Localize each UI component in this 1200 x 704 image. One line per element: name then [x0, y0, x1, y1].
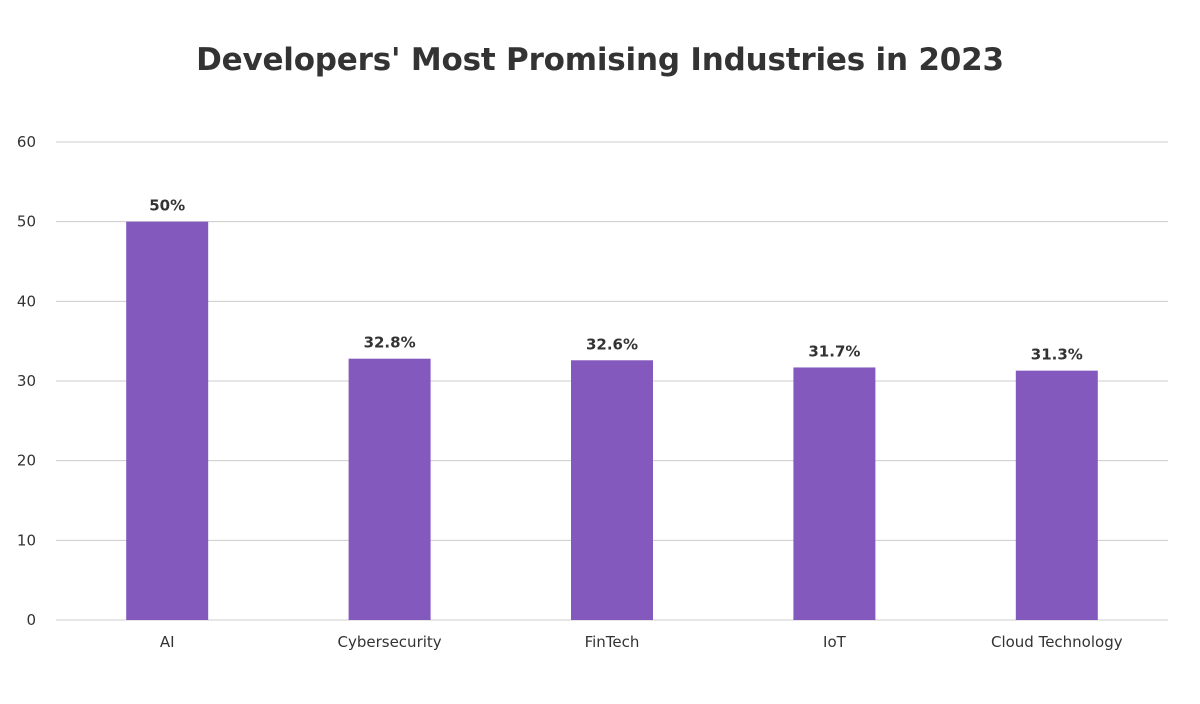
y-tick-label: 20 [17, 452, 36, 470]
x-tick-label: Cloud Technology [991, 633, 1123, 651]
x-axis: AI Cybersecurity FinTech IoT Cloud Technolog… [160, 633, 1123, 651]
y-tick-label: 50 [17, 213, 36, 231]
bar-fintech [571, 360, 653, 620]
y-tick-label: 40 [17, 292, 36, 310]
data-label: 31.3% [1031, 346, 1083, 364]
data-label: 31.7% [808, 342, 860, 360]
x-tick-label: FinTech [585, 633, 640, 651]
bar-cloud-technology [1015, 370, 1098, 620]
x-tick-label: AI [160, 633, 175, 651]
y-tick-label: 30 [17, 372, 36, 390]
bar-iot [793, 367, 876, 620]
y-tick-label: 0 [26, 611, 36, 629]
x-tick-label: IoT [823, 633, 847, 651]
bar-ai [126, 221, 209, 620]
data-labels: 50% 32.8% 32.6% 31.7% 31.3% [149, 197, 1083, 364]
y-tick-label: 60 [17, 133, 36, 151]
x-tick-label: Cybersecurity [338, 633, 442, 651]
data-label: 32.6% [586, 335, 638, 353]
bar-cybersecurity [348, 358, 431, 620]
y-tick-label: 10 [17, 531, 36, 549]
data-label: 32.8% [364, 334, 416, 352]
bars [126, 221, 1098, 620]
data-label: 50% [149, 197, 185, 215]
chart-title: Developers' Most Promising Industries in… [196, 42, 1004, 78]
y-axis: 0 10 20 30 40 50 60 [17, 133, 36, 629]
